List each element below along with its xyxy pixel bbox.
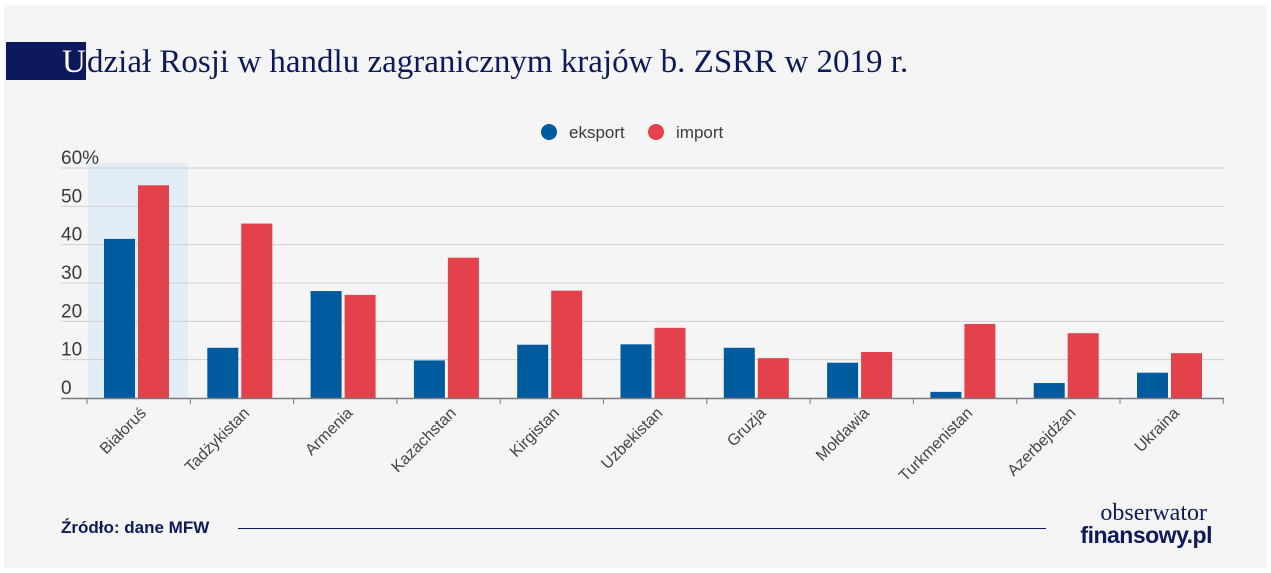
y-tick-label: 10 — [61, 340, 82, 361]
y-tick-label: 20 — [61, 301, 82, 322]
bar-import — [138, 185, 169, 398]
bar-import — [241, 223, 273, 398]
x-tick-label: Armenia — [302, 405, 356, 459]
x-tick-label: Turkmenistan — [896, 405, 976, 485]
bar-import — [757, 358, 789, 398]
x-tick-label: Kazachstan — [389, 405, 460, 476]
source-divider — [238, 528, 1046, 529]
bar-eksport — [310, 291, 342, 398]
bar-import — [964, 324, 996, 398]
chart-title: dział Rosji w handlu zagranicznym krajów… — [87, 44, 909, 80]
bar-eksport — [723, 347, 755, 398]
bar-eksport — [413, 360, 445, 398]
y-tick-label: 0 — [61, 378, 72, 399]
x-tick-label: Uzbekistan — [598, 405, 666, 473]
y-tick-label: 40 — [61, 225, 82, 246]
logo-line-2: finansowy.pl — [1080, 522, 1212, 548]
chart-panel — [4, 5, 1266, 568]
y-tick-label: 30 — [61, 263, 82, 284]
title-first-letter: U — [62, 44, 86, 80]
bar-import — [344, 294, 376, 398]
source-note: Źródło: dane MFW — [61, 518, 210, 537]
logo-line-1: obserwator — [1100, 500, 1207, 526]
legend-marker-import — [648, 124, 664, 140]
x-tick-label: Kirgistan — [507, 405, 563, 461]
bar-import — [1067, 333, 1099, 398]
legend-label-import: import — [676, 123, 724, 142]
legend-marker-eksport — [541, 124, 557, 140]
bar-import — [1171, 353, 1202, 398]
x-tick-label: Mołdawia — [813, 405, 873, 465]
bar-import — [654, 327, 686, 398]
bar-eksport — [104, 238, 135, 398]
legend-label-eksport: eksport — [569, 123, 625, 142]
bar-import — [861, 352, 893, 398]
y-tick-label: 50 — [61, 186, 82, 207]
bar-import — [447, 257, 479, 398]
x-tick-label: Azerbejdżan — [1005, 405, 1080, 480]
title-accent-box — [6, 42, 86, 80]
x-tick-label: Białoruś — [97, 405, 150, 458]
bar-eksport — [1137, 372, 1168, 398]
bar-import — [551, 290, 583, 398]
x-tick-label: Tadżykistan — [182, 405, 253, 476]
bar-eksport — [517, 344, 549, 398]
bar-eksport — [620, 344, 652, 398]
bar-eksport — [207, 347, 239, 398]
x-tick-label: Ukraina — [1132, 405, 1183, 456]
bar-eksport — [930, 391, 962, 398]
bar-eksport — [827, 362, 859, 398]
bar-eksport — [1033, 383, 1065, 398]
y-tick-label: 60% — [61, 148, 99, 169]
x-tick-label: Gruzja — [724, 405, 769, 450]
